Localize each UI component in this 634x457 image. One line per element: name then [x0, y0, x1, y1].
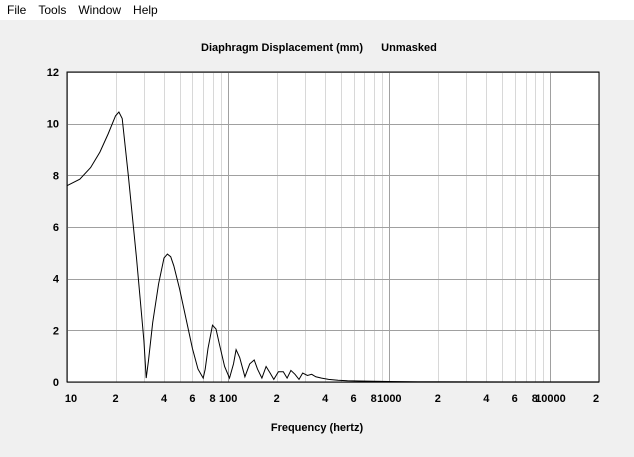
x-tick-label: 4 — [483, 393, 490, 405]
x-tick-label: 1000 — [377, 393, 401, 405]
y-tick-label: 2 — [53, 325, 59, 337]
x-tick-label: 8 — [532, 393, 538, 405]
menu-file[interactable]: File — [7, 3, 27, 17]
y-tick-label: 10 — [47, 119, 59, 131]
x-tick-label: 6 — [351, 393, 357, 405]
x-tick-label: 2 — [593, 393, 599, 405]
plot-area: Diaphragm Displacement (mm) Unmasked 0 2 4… — [0, 20, 634, 452]
menu-help[interactable]: Help — [133, 3, 158, 17]
menu-tools[interactable]: Tools — [38, 3, 67, 17]
y-tick-label: 4 — [53, 274, 60, 286]
x-axis-label: Frequency (hertz) — [271, 422, 364, 434]
y-tick-label: 0 — [53, 377, 59, 389]
x-tick-label: 8 — [209, 393, 215, 405]
x-tick-label: 2 — [112, 393, 118, 405]
menu-bar: File Tools Window Help — [0, 0, 634, 20]
y-tick-label: 12 — [47, 67, 59, 79]
displacement-chart: Diaphragm Displacement (mm) Unmasked 0 2 4… — [47, 42, 600, 434]
x-tick-label: 2 — [435, 393, 441, 405]
y-tick-label: 6 — [53, 222, 59, 234]
series-line-displacement — [66, 111, 599, 383]
x-tick-label: 10000 — [535, 393, 566, 405]
x-tick-label: 10 — [65, 393, 77, 405]
x-tick-label: 2 — [274, 393, 280, 405]
x-tick-label: 6 — [189, 393, 195, 405]
x-tick-label: 4 — [161, 393, 168, 405]
y-tick-label: 8 — [53, 170, 59, 182]
plot-frame — [66, 71, 600, 383]
chart-subtitle: Unmasked — [381, 42, 437, 54]
menu-window[interactable]: Window — [78, 3, 122, 17]
chart-title: Diaphragm Displacement (mm) — [201, 42, 363, 54]
x-tick-label: 4 — [322, 393, 329, 405]
x-tick-label: 100 — [219, 393, 237, 405]
x-tick-label: 6 — [512, 393, 518, 405]
x-tick-label: 8 — [371, 393, 377, 405]
